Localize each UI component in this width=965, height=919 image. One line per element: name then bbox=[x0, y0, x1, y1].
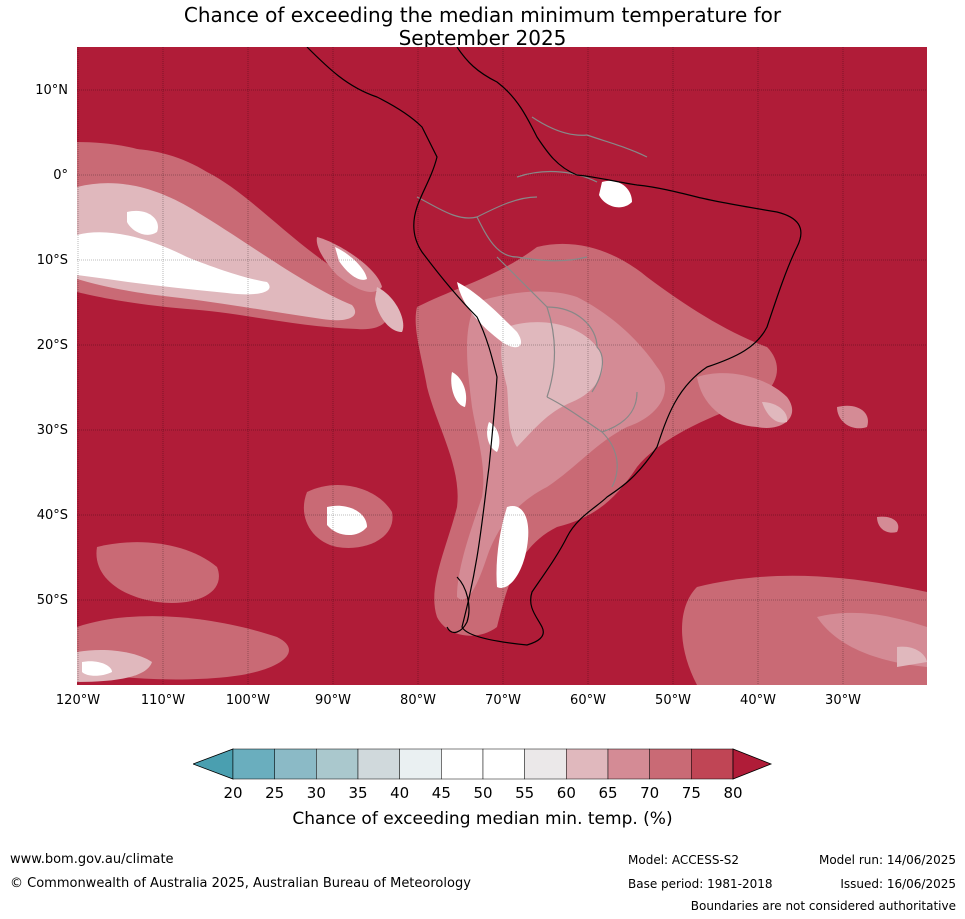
colorbar-segment bbox=[566, 748, 609, 780]
map-canvas bbox=[77, 47, 927, 685]
disclaimer-text: Boundaries are not considered authoritat… bbox=[690, 899, 956, 913]
lon-label-70w: 70°W bbox=[485, 693, 521, 708]
pacific-low-probability-band bbox=[77, 142, 389, 330]
lon-label-90w: 90°W bbox=[315, 693, 351, 708]
lon-label-80w: 80°W bbox=[400, 693, 436, 708]
colorbar-tick-label: 60 bbox=[556, 784, 576, 802]
atlantic-patches bbox=[697, 373, 899, 533]
probability-map bbox=[77, 47, 927, 685]
coastline bbox=[306, 47, 802, 646]
colorbar-label: Chance of exceeding median min. temp. (%… bbox=[292, 809, 673, 829]
colorbar-arrow-high bbox=[732, 748, 773, 780]
south-america-plume bbox=[415, 243, 777, 636]
southern-patches bbox=[77, 484, 927, 685]
colorbar-tick-label: 75 bbox=[681, 784, 701, 802]
colorbar-tick-label: 80 bbox=[723, 784, 743, 802]
lat-label-50s: 50°S bbox=[36, 593, 68, 608]
colorbar-segment bbox=[232, 748, 275, 780]
colorbar-tick-label: 35 bbox=[348, 784, 368, 802]
colorbar-segment bbox=[357, 748, 400, 780]
colorbar-segment bbox=[482, 748, 525, 780]
lon-label-60w: 60°W bbox=[570, 693, 606, 708]
lon-label-120w: 120°W bbox=[55, 693, 101, 708]
colorbar-tick-label: 50 bbox=[473, 784, 493, 802]
colorbar bbox=[191, 748, 773, 786]
title-line-1: Chance of exceeding the median minimum t… bbox=[183, 3, 782, 27]
lon-label-40w: 40°W bbox=[740, 693, 776, 708]
country-borders bbox=[416, 116, 648, 488]
lat-label-10s: 10°S bbox=[36, 253, 68, 268]
colorbar-segment bbox=[274, 748, 317, 780]
website-link[interactable]: www.bom.gov.au/climate bbox=[10, 852, 174, 867]
issued-text: Issued: 16/06/2025 bbox=[840, 877, 956, 891]
lat-label-40s: 40°S bbox=[36, 508, 68, 523]
map-title: Chance of exceeding the median minimum t… bbox=[0, 4, 965, 50]
colorbar-tick-label: 30 bbox=[306, 784, 326, 802]
colorbar-tick-label: 25 bbox=[265, 784, 285, 802]
copyright-text: © Commonwealth of Australia 2025, Austra… bbox=[10, 876, 471, 891]
colorbar-tick-label: 20 bbox=[223, 784, 243, 802]
model-text: Model: ACCESS-S2 bbox=[628, 853, 740, 867]
colorbar-segment bbox=[399, 748, 442, 780]
model-run-text: Model run: 14/06/2025 bbox=[818, 853, 956, 867]
lon-label-50w: 50°W bbox=[655, 693, 691, 708]
colorbar-segment bbox=[691, 748, 734, 780]
lon-label-110w: 110°W bbox=[140, 693, 186, 708]
lat-label-10n: 10°N bbox=[35, 83, 68, 98]
colorbar-tick-label: 40 bbox=[390, 784, 410, 802]
lon-label-100w: 100°W bbox=[225, 693, 271, 708]
colorbar-tick-label: 65 bbox=[598, 784, 618, 802]
colorbar-tick-label: 55 bbox=[515, 784, 535, 802]
colorbar-tick-label: 45 bbox=[431, 784, 451, 802]
colorbar-segment bbox=[441, 748, 484, 780]
base-period-text: Base period: 1981-2018 bbox=[628, 877, 773, 891]
pacific-patches bbox=[316, 237, 404, 332]
colorbar-arrow-low bbox=[191, 748, 234, 780]
lon-label-30w: 30°W bbox=[825, 693, 861, 708]
colorbar-segment bbox=[607, 748, 650, 780]
graticule bbox=[77, 47, 927, 685]
colorbar-tick-label: 70 bbox=[640, 784, 660, 802]
lat-label-30s: 30°S bbox=[36, 423, 68, 438]
amazon-patch bbox=[599, 180, 632, 208]
colorbar-svg bbox=[191, 748, 773, 780]
title-line-2: September 2025 bbox=[398, 26, 567, 50]
lat-label-0: 0° bbox=[53, 168, 68, 183]
colorbar-segment bbox=[524, 748, 567, 780]
lat-label-20s: 20°S bbox=[36, 338, 68, 353]
colorbar-segment bbox=[316, 748, 359, 780]
colorbar-segment bbox=[649, 748, 692, 780]
